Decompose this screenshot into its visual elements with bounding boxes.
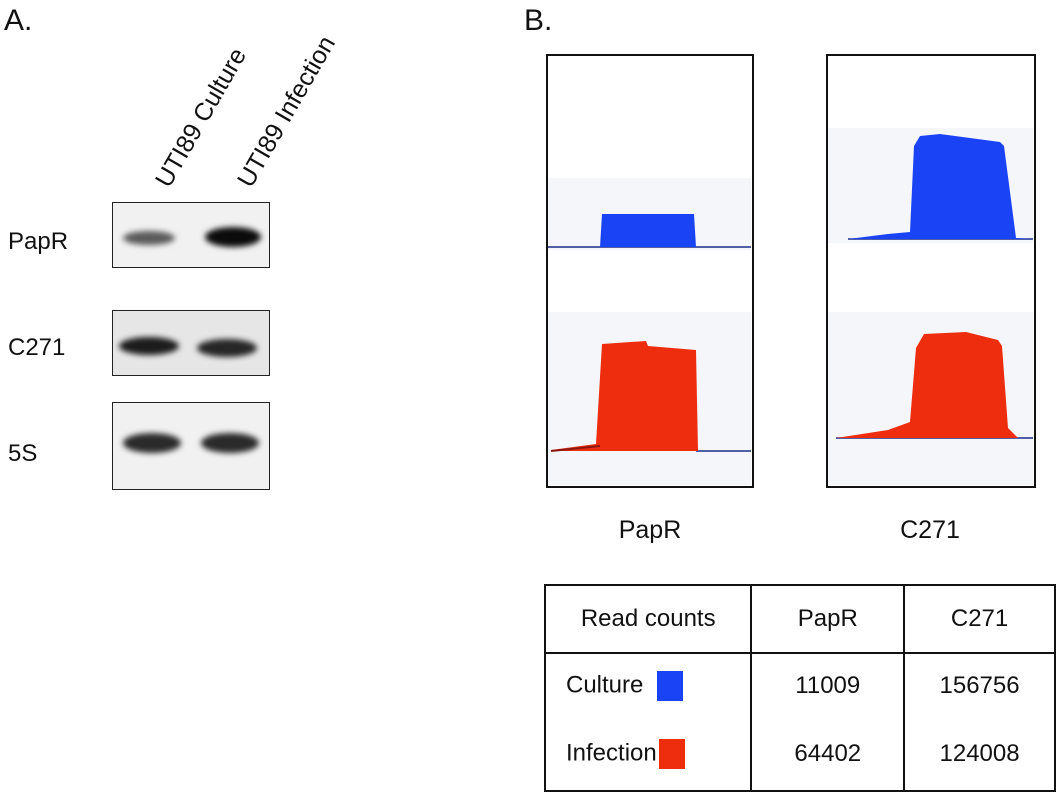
table-cell-papr-infection: 64402: [750, 717, 906, 792]
blot-row-label-papr: PapR: [8, 228, 69, 255]
row-label-infection: Infection: [566, 738, 657, 766]
blot-5s: [112, 402, 270, 490]
blot-row-label-5s: 5S: [8, 440, 38, 467]
coverage-plot-c271: [828, 128, 1033, 485]
table-cell-papr-culture: 11009: [750, 652, 906, 717]
band-papr-culture: [123, 231, 175, 245]
coverage-papr-culture: [600, 214, 696, 247]
band-c271-culture: [119, 337, 179, 355]
band-c271-infection: [197, 339, 257, 357]
coverage-c271-infection: [836, 332, 1018, 438]
coverage-track-papr: [546, 54, 754, 488]
culture-color-swatch: [657, 670, 684, 701]
table-row-infection: Infection 64402 124008: [543, 717, 1056, 792]
coverage-track-c271: [826, 54, 1036, 488]
band-5s-culture: [123, 433, 181, 453]
read-counts-table: Read counts PapR C271 Culture 11009 1567…: [543, 584, 1056, 792]
table-row-culture: Culture 11009 156756: [543, 652, 1056, 717]
table-header-cell: PapR: [750, 584, 906, 654]
table-row-label-cell: Infection: [543, 717, 753, 792]
track-label-papr: PapR: [618, 516, 682, 544]
track-label-c271: C271: [900, 516, 960, 544]
coverage-plot-papr: [548, 178, 751, 485]
band-papr-infection: [205, 227, 261, 247]
table-row-label-cell: Culture: [543, 652, 753, 717]
panel-b-letter: B.: [524, 4, 553, 37]
coverage-papr-infection-edge: [550, 445, 601, 452]
coverage-c271-culture: [848, 134, 1033, 239]
row-label-culture: Culture: [566, 670, 644, 698]
table-header-cell: Read counts: [543, 584, 753, 654]
blot-row-label-c271: C271: [8, 334, 66, 361]
table-header-cell: C271: [903, 584, 1056, 654]
table-cell-c271-culture: 156756: [903, 652, 1056, 717]
band-5s-infection: [201, 433, 259, 453]
table-cell-c271-infection: 124008: [903, 717, 1056, 792]
blot-c271: [112, 310, 270, 376]
table-header-row: Read counts PapR C271: [543, 584, 1056, 654]
panel-a-letter: A.: [4, 4, 33, 37]
infection-color-swatch: [658, 738, 685, 769]
coverage-papr-infection: [551, 341, 698, 451]
blot-papr: [112, 202, 270, 268]
